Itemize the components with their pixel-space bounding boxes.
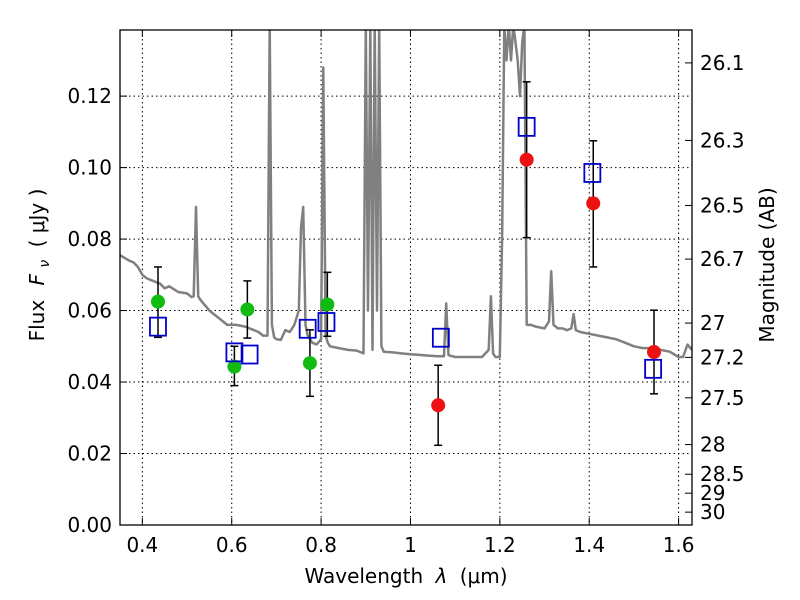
- x-tick-label: 0.4: [126, 533, 158, 557]
- y-tick-label: 0.08: [67, 227, 112, 251]
- model-flux-square: [517, 116, 536, 137]
- model-flux-square: [583, 163, 602, 183]
- model-flux-square: [431, 327, 450, 348]
- y-tick-label: 0.12: [67, 84, 112, 108]
- y-axis-title: Flux F ν ( μJy ): [25, 189, 54, 342]
- y-axis-title-text: Flux: [25, 300, 49, 342]
- grid: [120, 30, 692, 526]
- model-flux-square: [149, 316, 167, 337]
- y2-tick-label: 26.7: [700, 247, 745, 271]
- x-tick-label: 0.6: [216, 533, 248, 557]
- data-point: [586, 196, 601, 211]
- model-flux-square: [644, 358, 663, 379]
- data-point: [431, 398, 446, 413]
- y-tick-label: 0.10: [67, 156, 112, 180]
- y2-tick-label: 28: [700, 433, 725, 457]
- plot-background: [120, 30, 692, 525]
- y-axis-title-unit: ( μJy ): [25, 189, 49, 248]
- data-point: [240, 302, 255, 317]
- x-tick-label: 1.4: [573, 533, 605, 557]
- data-point: [519, 152, 534, 167]
- y-axis-title-symbol: F: [25, 273, 49, 285]
- y2-axis-title: Magnitude (AB): [755, 187, 779, 342]
- x-tick-label: 0.8: [305, 533, 337, 557]
- x-axis-title: Wavelength λ (μm): [304, 564, 507, 588]
- data-point: [647, 345, 662, 360]
- y2-tick-label: 26.5: [700, 193, 745, 217]
- model-flux-square: [298, 318, 317, 339]
- data-point: [227, 359, 242, 374]
- axes-ticks: 0.4 0.6 0.8 1 1.2 1.4 1.6 0.00 0.02 0.04 0.06 0.08 0…: [67, 30, 745, 557]
- x-axis-title-symbol: λ: [435, 564, 448, 588]
- y2-tick-label: 28.5: [700, 462, 745, 486]
- plot-frame: [119, 29, 693, 526]
- y-tick-label: 0.06: [67, 299, 112, 323]
- x-axis-title-unit: (μm): [460, 564, 508, 588]
- model-flux-square: [240, 344, 259, 365]
- y-tick-label: 0.04: [67, 370, 112, 394]
- x-tick-label: 1.2: [484, 533, 516, 557]
- y2-tick-label: 26.3: [700, 128, 745, 152]
- data-points-layer: [149, 81, 663, 447]
- y2-tick-label: 29: [700, 481, 725, 505]
- x-axis-title-text: Wavelength: [304, 564, 423, 588]
- model-spectrum-line: [120, 30, 692, 359]
- model-flux-square: [317, 312, 336, 332]
- x-tick-label: 1: [404, 533, 417, 557]
- y2-tick-label: 26.1: [700, 51, 745, 75]
- model-spectrum-layer: [120, 30, 692, 359]
- data-point: [320, 297, 335, 312]
- y-axis-title-subscript: ν: [37, 260, 53, 268]
- y2-tick-label: 27.2: [700, 345, 745, 369]
- data-point: [150, 294, 165, 309]
- y2-tick-label: 27: [700, 311, 725, 335]
- y-tick-label: 0.02: [67, 442, 112, 466]
- y2-tick-label: 30: [700, 500, 725, 524]
- y2-tick-label: 27.5: [700, 386, 745, 410]
- x-tick-label: 1.6: [663, 533, 695, 557]
- y-tick-label: 0.00: [67, 513, 112, 537]
- data-point: [302, 356, 317, 371]
